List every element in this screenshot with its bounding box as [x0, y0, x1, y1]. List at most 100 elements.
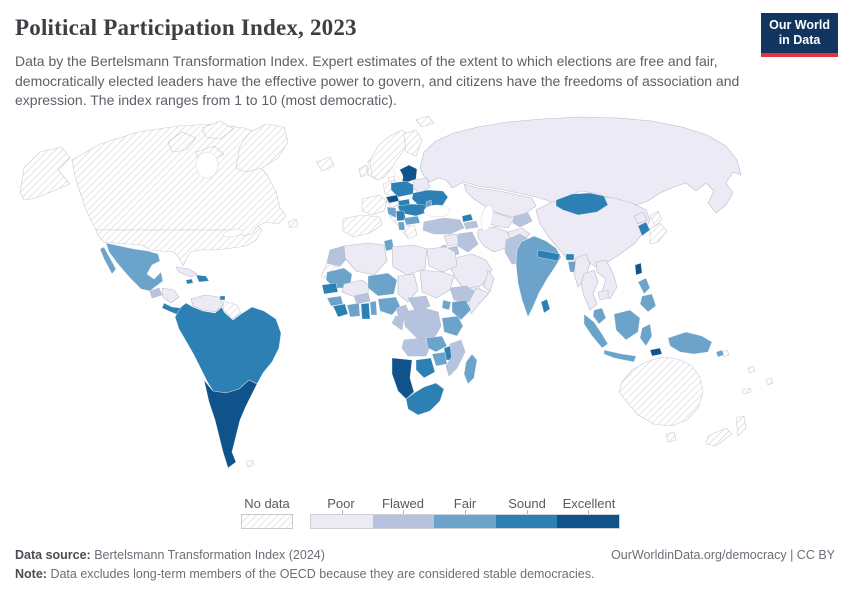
map-region-new-britain[interactable] [715, 349, 725, 358]
map-region-morocco[interactable] [326, 245, 350, 267]
map-region-madagascar[interactable] [463, 353, 478, 385]
map-region-kyrgyzstan-tajikistan[interactable] [512, 212, 533, 228]
legend-swatch-sound[interactable] [495, 510, 558, 528]
map-region-ivory-coast[interactable] [346, 302, 361, 318]
map-region-java[interactable] [603, 349, 637, 363]
attribution-link[interactable]: OurWorldinData.org/democracy | CC BY [611, 548, 835, 562]
owid-logo[interactable]: Our World in Data [761, 13, 838, 57]
map-region-vanuatu[interactable] [747, 365, 756, 374]
map-region-svalbard[interactable] [415, 115, 435, 128]
map-region-tanzania[interactable] [441, 315, 464, 337]
map-region-georgia[interactable] [461, 213, 474, 223]
map-region-north-korea[interactable] [633, 211, 648, 225]
map-region-tasmania[interactable] [665, 431, 677, 443]
map-region-south-korea[interactable] [637, 221, 651, 237]
map-region-taiwan[interactable] [634, 262, 643, 276]
map-region-india[interactable] [515, 235, 562, 318]
map-region-sulawesi[interactable] [639, 323, 653, 347]
map-region-philippines-north[interactable] [637, 277, 651, 295]
map-region-uganda[interactable] [441, 299, 452, 311]
map-region-new-caledonia[interactable] [741, 387, 752, 395]
map-region-falklands[interactable] [245, 459, 255, 468]
map-region-armenia-azerbaijan[interactable] [463, 220, 479, 230]
map-region-borneo[interactable] [613, 309, 641, 341]
map-region-south-america-core[interactable] [174, 302, 282, 394]
map-region-sudan[interactable] [419, 269, 455, 299]
map-region-australia[interactable] [618, 356, 704, 427]
map-region-hispaniola[interactable] [195, 274, 210, 283]
map-region-libya[interactable] [391, 244, 428, 276]
map-region-baja[interactable] [99, 246, 117, 275]
map-region-sierra-leone-liberia[interactable] [332, 303, 349, 318]
map-region-japan-main[interactable] [649, 222, 668, 245]
map-region-greenland[interactable] [235, 123, 289, 173]
map-region-russia[interactable] [419, 116, 742, 214]
map-region-belarus[interactable] [412, 177, 431, 194]
map-region-canada-arctic2[interactable] [201, 120, 235, 140]
map-region-syria[interactable] [443, 233, 461, 247]
map-region-nepal[interactable] [536, 249, 561, 262]
map-region-sri-lanka[interactable] [540, 298, 551, 314]
map-region-newfoundland[interactable] [287, 218, 299, 229]
map-region-mongolia[interactable] [555, 192, 609, 216]
map-region-finland[interactable] [403, 129, 423, 157]
map-region-namibia[interactable] [391, 357, 415, 400]
map-region-new-guinea[interactable] [667, 331, 713, 355]
map-region-togo-benin[interactable] [369, 300, 378, 316]
map-region-iraq[interactable] [457, 231, 479, 253]
map-region-nigeria[interactable] [377, 296, 401, 316]
map-region-iceland[interactable] [315, 156, 335, 172]
map-region-south-africa[interactable] [405, 382, 445, 416]
map-region-iberia[interactable] [342, 214, 383, 238]
map-region-venezuela[interactable] [190, 294, 224, 313]
map-region-niger[interactable] [367, 272, 398, 297]
map-region-nz-north[interactable] [735, 415, 747, 437]
legend-no-data-swatch[interactable] [241, 514, 293, 529]
map-region-senegal[interactable] [321, 282, 339, 295]
map-region-bulgaria[interactable] [403, 215, 421, 226]
map-region-greece[interactable] [403, 224, 418, 240]
map-region-jamaica[interactable] [185, 278, 194, 285]
map-region-turkey[interactable] [422, 217, 465, 235]
map-region-japan-north[interactable] [649, 210, 663, 227]
map-region-botswana[interactable] [415, 357, 436, 379]
map-region-zimbabwe[interactable] [431, 351, 448, 367]
map-region-malaysia[interactable] [592, 307, 607, 325]
map-region-nz-south[interactable] [705, 427, 733, 447]
map-region-honduras-nicaragua[interactable] [161, 287, 180, 304]
map-region-somalia[interactable] [468, 287, 490, 315]
map-region-saudi-arabia[interactable] [449, 253, 493, 292]
map-region-croatia-bosnia[interactable] [386, 206, 397, 219]
map-region-oman[interactable] [482, 269, 495, 293]
map-region-thailand[interactable] [580, 269, 599, 311]
map-region-burkina-faso[interactable] [353, 292, 371, 305]
map-region-kazakhstan[interactable] [463, 183, 537, 218]
map-region-mozambique[interactable] [445, 339, 466, 377]
map-region-bhutan[interactable] [565, 253, 575, 261]
map-region-angola[interactable] [401, 337, 431, 357]
map-region-cuba[interactable] [175, 266, 198, 278]
map-region-drc[interactable] [403, 307, 442, 341]
legend-no-data[interactable]: No data [241, 496, 293, 534]
map-region-france[interactable] [361, 194, 388, 216]
map-region-ireland[interactable] [358, 164, 369, 178]
map-region-vietnam-laos[interactable] [595, 259, 618, 300]
map-region-algeria[interactable] [343, 242, 388, 276]
map-region-southern-cone[interactable] [203, 379, 258, 469]
map-region-gabon-congo[interactable] [391, 315, 405, 331]
map-region-mexico[interactable] [105, 242, 164, 292]
map-region-canada-arctic1[interactable] [167, 131, 197, 153]
legend-swatch-poor[interactable] [311, 510, 373, 528]
map-region-cambodia[interactable] [597, 289, 609, 301]
map-region-philippines-south[interactable] [639, 293, 657, 313]
map-region-usa-alaska[interactable] [19, 146, 71, 201]
map-region-guinea[interactable] [326, 295, 344, 307]
map-region-sumatra[interactable] [583, 313, 609, 349]
legend-swatch-flawed[interactable] [372, 510, 435, 528]
map-region-trinidad[interactable] [219, 295, 226, 301]
map-region-usa[interactable] [95, 225, 263, 267]
legend-swatch-fair[interactable] [434, 510, 496, 528]
map-region-ukraine[interactable] [411, 189, 449, 210]
map-region-fiji[interactable] [765, 377, 774, 386]
